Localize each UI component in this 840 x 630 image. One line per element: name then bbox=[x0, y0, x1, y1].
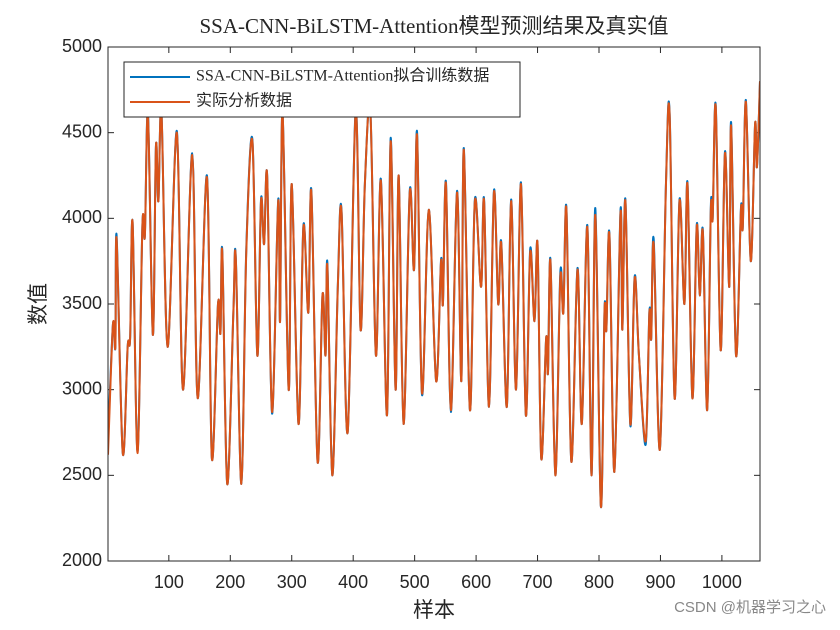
legend-label: SSA-CNN-BiLSTM-Attention拟合训练数据 bbox=[196, 67, 489, 85]
legend-label: 实际分析数据 bbox=[196, 92, 292, 110]
y-tick-label: 2000 bbox=[62, 550, 102, 570]
y-tick-label: 2500 bbox=[62, 464, 102, 484]
x-tick-label: 700 bbox=[523, 572, 553, 592]
x-tick-label: 500 bbox=[400, 572, 430, 592]
watermark: CSDN @机器学习之心 bbox=[674, 599, 826, 616]
x-tick-label: 600 bbox=[461, 572, 491, 592]
x-tick-label: 300 bbox=[277, 572, 307, 592]
x-tick-label: 200 bbox=[215, 572, 245, 592]
y-tick-label: 3000 bbox=[62, 378, 102, 398]
y-tick-label: 4500 bbox=[62, 121, 102, 141]
series-line bbox=[108, 81, 760, 508]
legend-box bbox=[123, 61, 521, 118]
plot-frame bbox=[107, 46, 761, 562]
x-tick-label: 1000 bbox=[702, 572, 742, 592]
y-tick-label: 3500 bbox=[62, 293, 102, 313]
x-tick-label: 400 bbox=[338, 572, 368, 592]
chart-title: SSA-CNN-BiLSTM-Attention模型预测结果及真实值 bbox=[199, 14, 668, 38]
x-tick-label: 100 bbox=[154, 572, 184, 592]
x-axis-label: 样本 bbox=[413, 598, 455, 622]
x-tick-label: 900 bbox=[645, 572, 675, 592]
x-tick-label: 800 bbox=[584, 572, 614, 592]
y-axis-label: 数值 bbox=[26, 283, 50, 325]
y-tick-label: 5000 bbox=[62, 36, 102, 56]
y-tick-label: 4000 bbox=[62, 207, 102, 227]
